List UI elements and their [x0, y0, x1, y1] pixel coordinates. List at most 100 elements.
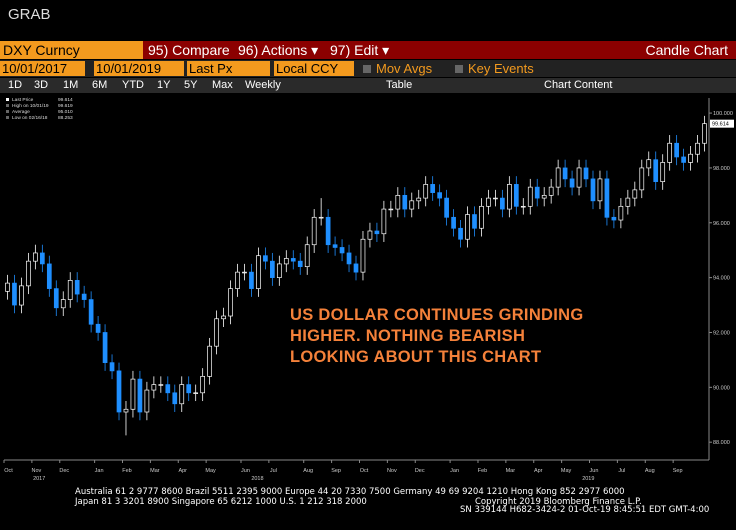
x-tick-label: Jul [270, 468, 277, 474]
candle-body [116, 370, 122, 413]
candle-body [276, 263, 282, 278]
candle-body [325, 216, 331, 246]
year-label: 2017 [33, 476, 45, 482]
annotation: US DOLLAR CONTINUES GRINDING HIGHER. NOT… [290, 305, 583, 368]
candle-body [311, 216, 317, 246]
price-field[interactable]: Last Px [187, 61, 270, 76]
candle-body [26, 260, 31, 287]
legend-swatch [6, 110, 9, 113]
candle-body [193, 392, 199, 394]
candle-body [297, 260, 303, 268]
frequency[interactable]: Weekly [245, 79, 281, 91]
candle-body [493, 197, 498, 200]
period-button[interactable]: 1Y [157, 79, 171, 91]
menu-compare[interactable]: 95) Compare [148, 42, 230, 58]
candle-body [346, 252, 352, 265]
period-button[interactable]: 1M [63, 79, 79, 91]
x-tick-label: Oct [4, 468, 13, 474]
candle-body [221, 315, 226, 320]
footer-text: Japan 81 3 3201 8900 Singapore 65 6212 1… [75, 497, 367, 507]
menu-actions[interactable]: 96) Actions ▾ [238, 42, 319, 58]
candle-body [646, 159, 652, 169]
candle-body [402, 195, 408, 210]
candle-body [674, 142, 679, 158]
candle-body [472, 214, 477, 229]
candle-body [137, 378, 143, 413]
candle-body [583, 167, 589, 180]
candle-body [423, 184, 429, 199]
x-tick-label: Dec [59, 468, 69, 474]
annotation-line: HIGHER. NOTHING BEARISH [290, 327, 526, 345]
candle-body [367, 230, 373, 240]
annotation-line: US DOLLAR CONTINUES GRINDING [290, 306, 584, 324]
candle-body [270, 260, 275, 278]
option-checkbox[interactable]: Key Events [455, 61, 534, 76]
y-tick-label: 100.000 [713, 111, 733, 117]
candle-body [639, 167, 645, 191]
window-title: GRAB [8, 6, 51, 23]
currency-field[interactable]: Local CCY [274, 61, 354, 76]
chart-content-button[interactable]: Chart Content [544, 79, 613, 91]
candle-body [667, 142, 673, 163]
table-button[interactable]: Table [386, 79, 413, 91]
period-button[interactable]: 5Y [184, 79, 198, 91]
candle-body [555, 167, 561, 188]
chart: 88.000 90.000 92.000 94.000 96.000 98.000 100.… [3, 97, 734, 482]
menu-bar [0, 41, 736, 59]
x-tick-label: Jan [450, 468, 459, 474]
x-tick-label: May [561, 468, 572, 474]
candle-body [214, 318, 219, 347]
footer-text: Copyright 2019 Bloomberg Finance L.P. [475, 497, 642, 507]
candle-body [228, 288, 233, 317]
candle-body [144, 389, 150, 413]
candle-body [500, 197, 505, 210]
candle-body [130, 378, 136, 410]
period-button[interactable]: 3D [34, 79, 49, 91]
x-tick-label: Jan [95, 468, 104, 474]
candle-body [12, 282, 17, 306]
candle-body [416, 197, 422, 202]
x-tick-label: Nov [387, 468, 397, 474]
y-tick-label: 88.000 [713, 440, 730, 446]
candle-body [172, 392, 178, 405]
legend-swatch [6, 104, 9, 107]
period-button[interactable]: YTD [122, 79, 144, 91]
candle-body [520, 205, 526, 208]
x-tick-label: Feb [478, 468, 487, 474]
ticker-field[interactable]: DXY Curncy [0, 41, 143, 59]
annotation-line: LOOKING ABOUT THIS CHART [290, 348, 542, 366]
candle-body [95, 323, 101, 333]
candle-body [458, 227, 463, 240]
candle-body [46, 263, 52, 289]
legend-value: 99.614 [58, 97, 73, 103]
candle-body [660, 162, 666, 182]
period-button[interactable]: 6M [92, 79, 108, 91]
menu-edit[interactable]: 97) Edit ▾ [330, 42, 390, 58]
candle-body [590, 178, 596, 202]
candle-body [479, 205, 484, 229]
candle-body [256, 255, 261, 289]
x-tick-label: Sep [673, 468, 683, 474]
candle-body [388, 208, 394, 211]
legend-name: Low on 02/16/18 [12, 115, 48, 121]
y-tick-label: 96.000 [713, 221, 730, 227]
end-date[interactable]: 10/01/2019 [94, 61, 184, 76]
footer-text: SN 339144 H682-3424-2 01-Oct-19 8:45:51 … [460, 505, 710, 515]
period-button[interactable]: 1D [8, 79, 23, 91]
candle-body [611, 216, 617, 221]
x-tick-label: Mar [506, 468, 516, 474]
candle-body [67, 280, 73, 300]
period-button[interactable]: Max [212, 79, 233, 91]
candle-body [430, 184, 436, 193]
candle-body [681, 156, 686, 163]
candle-body [165, 384, 171, 394]
candle-body [5, 282, 10, 292]
footer-text: Australia 61 2 9777 8600 Brazil 5511 239… [75, 487, 625, 497]
start-date[interactable]: 10/01/2017 [0, 61, 85, 76]
last-price-label: 99.614 [712, 122, 729, 128]
option-checkbox[interactable]: Mov Avgs [363, 61, 432, 76]
candle-body [39, 252, 45, 265]
candle-body [541, 195, 547, 199]
candle-body [437, 192, 442, 199]
chart-type: Candle Chart [645, 42, 729, 58]
